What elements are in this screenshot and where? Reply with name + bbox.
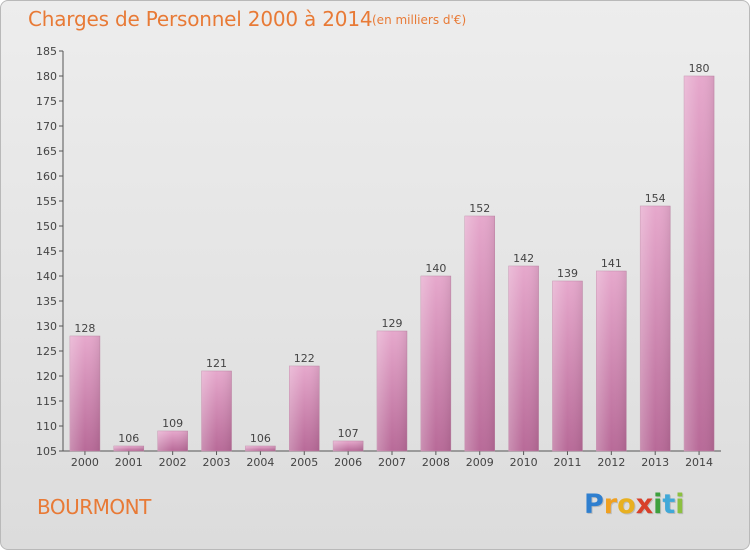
logo-letter: i (653, 489, 663, 520)
bar-value-label: 139 (557, 267, 578, 280)
y-tick-label: 150 (36, 220, 57, 233)
chart-title: Charges de Personnel 2000 à 2014 (28, 7, 373, 31)
y-tick-label: 185 (36, 45, 57, 58)
bar-value-label: 180 (689, 62, 710, 75)
bar-shading (464, 216, 495, 451)
logo-letter: x (635, 489, 654, 520)
bar-value-label: 107 (338, 427, 359, 440)
bar-value-label: 142 (513, 252, 534, 265)
y-tick-label: 165 (36, 145, 57, 158)
y-tick-label: 130 (36, 320, 57, 333)
bar-value-label: 154 (645, 192, 666, 205)
bar-shading (552, 281, 583, 451)
bar-shading (157, 431, 188, 451)
x-tick-label: 2007 (378, 456, 406, 469)
y-tick-label: 140 (36, 270, 57, 283)
y-tick-label: 160 (36, 170, 57, 183)
bar-value-label: 106 (250, 432, 271, 445)
bar-value-label: 121 (206, 357, 227, 370)
x-tick-label: 2001 (115, 456, 143, 469)
logo-letter: P (584, 489, 604, 520)
commune-name: BOURMONT (37, 495, 151, 519)
y-tick-label: 125 (36, 345, 57, 358)
bar-shading (245, 446, 276, 451)
bar-value-label: 122 (294, 352, 315, 365)
y-tick-label: 180 (36, 70, 57, 83)
logo-letter: o (617, 489, 636, 520)
bar-value-label: 109 (162, 417, 183, 430)
bar-value-label: 129 (382, 317, 403, 330)
x-tick-label: 2002 (159, 456, 187, 469)
y-tick-label: 155 (36, 195, 57, 208)
bar-shading (333, 441, 364, 451)
y-tick-label: 105 (36, 445, 57, 458)
y-tick-label: 115 (36, 395, 57, 408)
bar-value-label: 152 (469, 202, 490, 215)
x-tick-label: 2003 (203, 456, 231, 469)
bar-shading (684, 76, 715, 451)
x-tick-label: 2013 (641, 456, 669, 469)
bar-value-label: 106 (118, 432, 139, 445)
x-tick-label: 2010 (510, 456, 538, 469)
bar-value-label: 141 (601, 257, 622, 270)
x-tick-label: 2006 (334, 456, 362, 469)
y-tick-label: 120 (36, 370, 57, 383)
y-tick-label: 110 (36, 420, 57, 433)
x-tick-label: 2008 (422, 456, 450, 469)
x-tick-label: 2009 (466, 456, 494, 469)
bar-shading (201, 371, 232, 451)
y-tick-label: 170 (36, 120, 57, 133)
bar-value-label: 128 (74, 322, 95, 335)
x-tick-label: 2000 (71, 456, 99, 469)
y-tick-label: 135 (36, 295, 57, 308)
x-tick-label: 2005 (290, 456, 318, 469)
bar-shading (289, 366, 320, 451)
x-tick-label: 2012 (597, 456, 625, 469)
bar-shading (377, 331, 407, 451)
bar-shading (640, 206, 671, 451)
proxiti-logo: Proxiti (584, 489, 685, 520)
y-tick-label: 175 (36, 95, 57, 108)
x-tick-label: 2011 (553, 456, 581, 469)
logo-letter: t (662, 489, 676, 520)
bar-shading (596, 271, 627, 451)
bar-shading (113, 446, 144, 451)
bar-value-label: 140 (425, 262, 446, 275)
bar-shading (69, 336, 100, 451)
y-tick-label: 145 (36, 245, 57, 258)
bar-shading (508, 266, 539, 451)
x-tick-label: 2014 (685, 456, 713, 469)
x-tick-label: 2004 (246, 456, 274, 469)
logo-letter: r (603, 489, 618, 520)
bar-shading (420, 276, 451, 451)
logo-letter: i (675, 489, 685, 520)
chart-unit: (en milliers d'€) (372, 13, 467, 27)
